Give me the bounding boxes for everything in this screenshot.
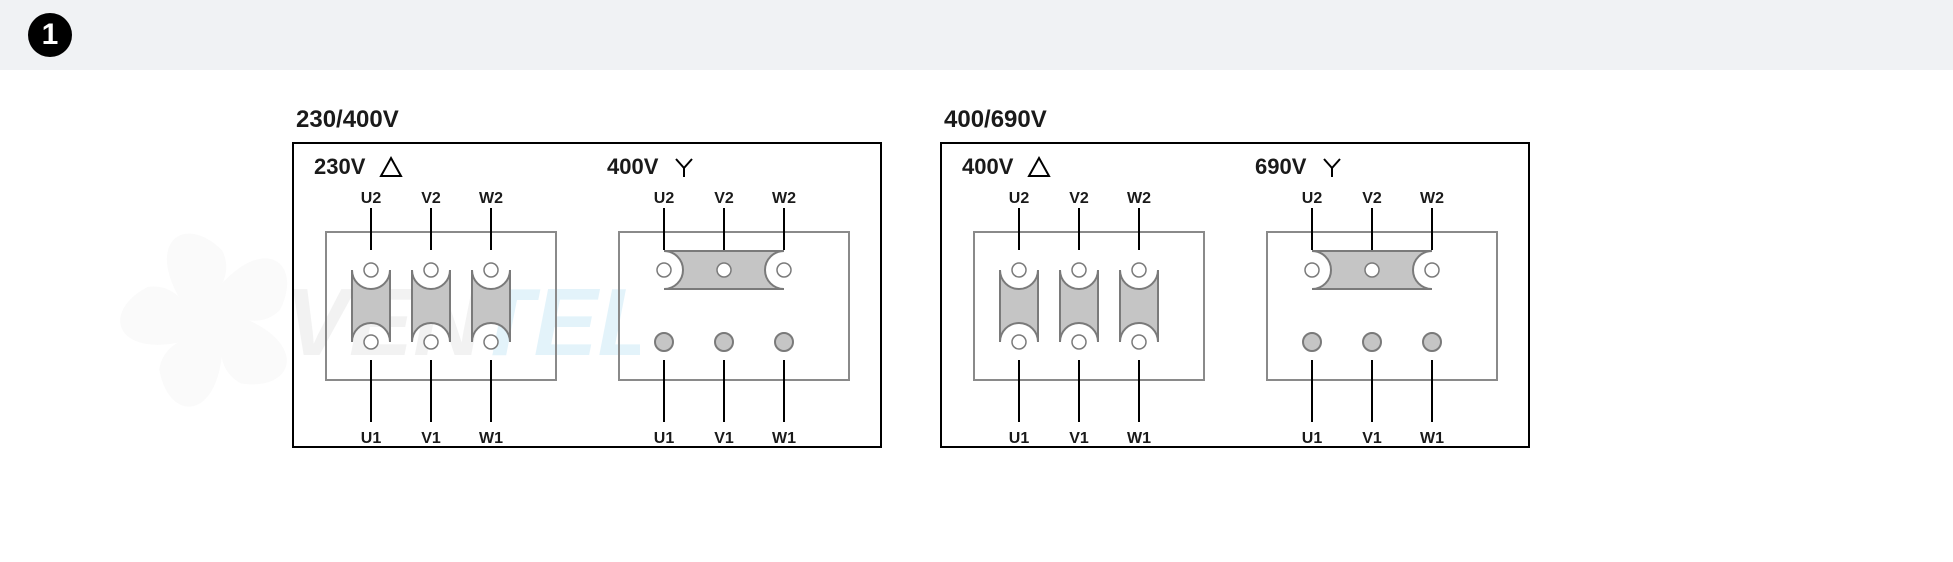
terminal-block: U2 V2 W2 U1 V1 W1 xyxy=(964,192,1214,442)
terminal-label: U2 xyxy=(1282,190,1342,208)
delta-icon xyxy=(379,155,403,179)
terminal-label: W2 xyxy=(754,190,814,208)
terminal-label: V1 xyxy=(694,430,754,448)
terminal-label: V2 xyxy=(1342,190,1402,208)
content-area: VEN TEL 230/400V 230V U2 V2 W2 xyxy=(0,70,1953,106)
terminal-label: V2 xyxy=(401,190,461,208)
terminal-label: W1 xyxy=(1402,430,1462,448)
delta-icon xyxy=(1027,155,1051,179)
terminal-label: W1 xyxy=(1109,430,1169,448)
voltage-label: 400V xyxy=(607,154,658,180)
voltage-label: 400V xyxy=(962,154,1013,180)
voltage-label: 690V xyxy=(1255,154,1306,180)
group-title: 400/690V xyxy=(940,106,1530,134)
terminal-diagram xyxy=(609,192,859,440)
terminal-label: W2 xyxy=(1109,190,1169,208)
panel-delta-230: 230V U2 V2 W2 U1 V1 W1 xyxy=(294,144,587,446)
terminal-label: V1 xyxy=(401,430,461,448)
panel-delta-400: 400V U2 V2 W2 U1 V1 W1 xyxy=(942,144,1235,446)
terminal-label: V2 xyxy=(694,190,754,208)
wye-icon xyxy=(672,155,696,179)
group-title: 230/400V xyxy=(292,106,882,134)
terminal-diagram xyxy=(1257,192,1507,440)
terminal-label: U2 xyxy=(634,190,694,208)
header-bar: 1 xyxy=(0,0,1953,70)
wiring-group-230-400: 230/400V 230V U2 V2 W2 U1 V1 xyxy=(292,106,882,448)
panel-wye-400: 400V U2 V2 W2 U1 V1 W1 xyxy=(587,144,880,446)
terminal-diagram xyxy=(964,192,1214,440)
terminal-block: U2 V2 W2 U1 V1 W1 xyxy=(1257,192,1507,442)
terminal-label: W2 xyxy=(1402,190,1462,208)
terminal-block: U2 V2 W2 U1 V1 W1 xyxy=(609,192,859,442)
voltage-label: 230V xyxy=(314,154,365,180)
terminal-label: W2 xyxy=(461,190,521,208)
terminal-block: U2 V2 W2 U1 V1 W1 xyxy=(316,192,566,442)
wiring-group-400-690: 400/690V 400V U2 V2 W2 U1 V1 xyxy=(940,106,1530,448)
terminal-label: U1 xyxy=(1282,430,1342,448)
terminal-label: W1 xyxy=(754,430,814,448)
wye-icon xyxy=(1320,155,1344,179)
terminal-label: V2 xyxy=(1049,190,1109,208)
terminal-label: V1 xyxy=(1342,430,1402,448)
terminal-label: U2 xyxy=(989,190,1049,208)
terminal-label: U1 xyxy=(341,430,401,448)
section-badge: 1 xyxy=(28,13,72,57)
terminal-label: U2 xyxy=(341,190,401,208)
panel-box: 230V U2 V2 W2 U1 V1 W1 xyxy=(292,142,882,448)
terminal-label: V1 xyxy=(1049,430,1109,448)
terminal-label: W1 xyxy=(461,430,521,448)
terminal-label: U1 xyxy=(634,430,694,448)
panel-box: 400V U2 V2 W2 U1 V1 W1 xyxy=(940,142,1530,448)
panel-wye-690: 690V U2 V2 W2 U1 V1 W1 xyxy=(1235,144,1528,446)
terminal-diagram xyxy=(316,192,566,440)
terminal-label: U1 xyxy=(989,430,1049,448)
